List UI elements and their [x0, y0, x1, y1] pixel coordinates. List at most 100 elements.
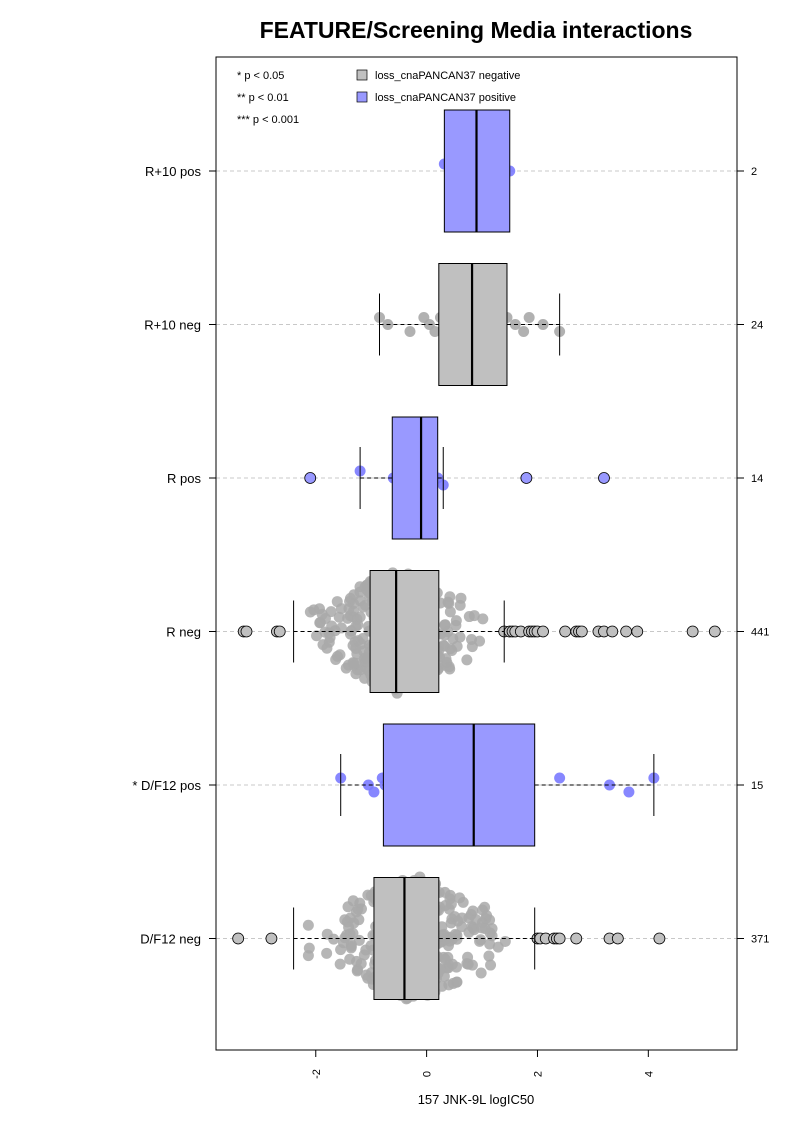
data-point: [623, 786, 635, 798]
data-point: [456, 912, 468, 924]
data-point: [302, 950, 314, 962]
group-label: R pos: [167, 471, 201, 486]
data-point: [463, 926, 475, 938]
data-point: [455, 592, 467, 604]
data-point: [343, 921, 355, 933]
data-point: [355, 958, 367, 970]
x-axis: -2 0 2 4: [311, 1050, 655, 1079]
sig-legend-item: ** p < 0.01: [237, 92, 289, 104]
data-point: [331, 596, 343, 608]
data-point: [358, 949, 370, 961]
data-point: [352, 903, 364, 915]
data-point: [454, 892, 466, 904]
data-point: [463, 611, 475, 623]
outlier-point: [520, 472, 533, 484]
legend-label-positive: loss_cnaPANCAN37 positive: [375, 92, 516, 104]
group-label: R neg: [166, 625, 201, 640]
outlier-point: [265, 932, 278, 945]
data-point: [604, 779, 616, 791]
data-point: [461, 654, 473, 666]
box: [382, 723, 536, 847]
legend-label-negative: loss_cnaPANCAN37 negative: [375, 70, 520, 82]
data-point: [479, 901, 491, 913]
x-tick-label: 4: [643, 1071, 655, 1077]
outlier-point: [559, 625, 572, 638]
outlier-point: [708, 625, 721, 638]
data-point: [518, 326, 530, 337]
data-point: [462, 958, 474, 970]
outlier-point: [553, 932, 566, 945]
data-point: [429, 326, 441, 337]
data-point: [333, 611, 345, 623]
group-count: 371: [751, 934, 769, 946]
data-point: [348, 589, 360, 601]
sig-legend-item: * p < 0.05: [237, 70, 284, 82]
outlier-point: [653, 932, 666, 945]
group-label: D/F12 neg: [140, 932, 201, 947]
outlier-point: [631, 625, 644, 638]
outlier-point: [598, 472, 610, 484]
data-point: [302, 919, 314, 931]
group-count: 14: [751, 473, 763, 485]
data-point: [470, 914, 482, 926]
data-point: [446, 933, 458, 945]
x-tick-label: -2: [311, 1069, 323, 1079]
data-point: [321, 947, 333, 959]
data-point: [337, 937, 349, 949]
data-point: [439, 640, 451, 652]
x-tick-label: 0: [422, 1071, 434, 1077]
data-point: [444, 889, 456, 901]
data-point: [362, 972, 374, 984]
data-point: [523, 312, 535, 323]
data-point: [451, 976, 463, 988]
group-count: 441: [751, 627, 769, 639]
legend-swatch-negative: [356, 69, 368, 81]
data-point: [334, 958, 346, 970]
data-point: [311, 630, 323, 642]
group-labels: R+10 pos R+10 neg R pos R neg * D/F12 pos D/F…: [132, 164, 216, 947]
group-count: 24: [751, 320, 763, 332]
data-point: [316, 608, 328, 620]
data-point: [350, 621, 362, 633]
outlier-point: [575, 625, 588, 638]
data-point: [439, 629, 451, 641]
x-tick-label: 2: [532, 1071, 544, 1077]
box: [391, 416, 439, 540]
outlier-point: [686, 625, 699, 638]
data-point: [304, 606, 316, 618]
outlier-point: [537, 625, 549, 638]
significance-legend: * p < 0.05 ** p < 0.01 *** p < 0.001: [237, 70, 299, 126]
data-point: [484, 914, 496, 926]
data-point: [348, 657, 360, 669]
outlier-point: [611, 932, 624, 945]
data-point: [334, 649, 346, 661]
data-point: [439, 619, 451, 631]
outlier-point: [620, 625, 633, 638]
data-point: [484, 938, 496, 950]
data-point: [476, 922, 488, 934]
group-count: 15: [751, 780, 763, 792]
data-point: [477, 613, 489, 625]
plot-frame: [215, 56, 738, 1051]
group-counts: 2 24 14 441 15 371: [737, 166, 769, 946]
box: [373, 877, 440, 1000]
data-point: [485, 959, 497, 971]
data-point: [450, 615, 462, 627]
data-point: [323, 627, 335, 639]
box-plots: [293, 109, 655, 1000]
data-point: [347, 640, 359, 652]
x-axis-title: 157 JNK-9L logIC50: [418, 1092, 535, 1107]
outlier-point: [240, 625, 253, 638]
data-point: [475, 967, 487, 979]
group-label: R+10 pos: [145, 164, 202, 179]
data-point: [444, 663, 456, 675]
box: [369, 570, 440, 693]
data-point: [343, 603, 355, 615]
data-point: [444, 606, 456, 618]
data-point: [446, 958, 458, 970]
data-point: [492, 941, 504, 953]
data-point: [474, 935, 486, 947]
data-point: [357, 601, 369, 613]
outlier-point: [570, 932, 583, 945]
